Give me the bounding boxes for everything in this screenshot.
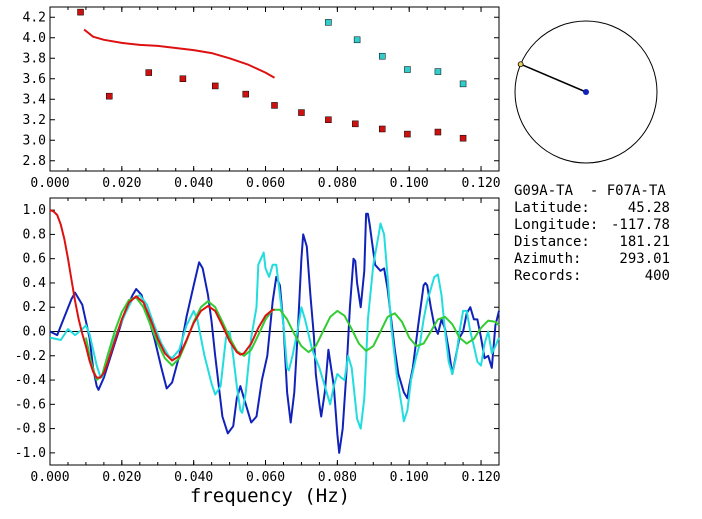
x-tick-label: 0.120 — [461, 470, 500, 485]
y-tick-label: 3.8 — [23, 51, 46, 66]
top-x-axis: 0.000 0.020 0.040 0.060 0.080 0.100 0.120 — [30, 7, 501, 191]
y-tick-label: 1.0 — [23, 203, 46, 218]
series-line — [49, 209, 275, 379]
data-point — [271, 102, 278, 109]
azimuth-map-inset — [514, 20, 658, 164]
info-label: Records: — [514, 268, 582, 284]
data-point — [325, 116, 332, 123]
data-point — [145, 69, 153, 76]
series-line — [49, 212, 500, 454]
data-point — [242, 90, 250, 98]
x-tick-label: 0.020 — [102, 470, 141, 485]
series-line — [83, 28, 275, 79]
y-tick-label: 4.0 — [23, 31, 46, 46]
bottom-y-axis: 1.0 0.8 0.6 0.4 0.2 0.0 -0.2 -0.4 -0.6 -0.8 -1.0 — [15, 203, 499, 461]
y-tick-label: 3.6 — [23, 72, 46, 87]
y-tick-label: 2.8 — [23, 154, 46, 169]
data-point — [298, 109, 305, 116]
info-row-records: Records: 400 — [514, 268, 700, 285]
y-tick-label: 3.0 — [23, 133, 46, 148]
x-tick-label: 0.100 — [390, 470, 429, 485]
x-tick-label: 0.100 — [390, 176, 429, 191]
x-tick-label: 0.020 — [102, 176, 141, 191]
info-label: Latitude: — [514, 200, 590, 216]
station-info-panel: G09A-TA - F07A-TA Latitude: 45.28 Longitu… — [514, 183, 700, 285]
x-tick-label: 0.080 — [318, 470, 357, 485]
x-tick-label: 0.060 — [246, 470, 285, 485]
info-row-distance: Distance: 181.21 — [514, 234, 700, 251]
data-point — [325, 19, 332, 26]
x-tick-label: 0.040 — [174, 470, 213, 485]
y-tick-label: -0.4 — [15, 373, 46, 388]
data-point — [379, 52, 386, 60]
x-tick-label: 0.000 — [30, 176, 69, 191]
data-point — [404, 130, 411, 138]
top-plot-area — [77, 8, 467, 142]
station-marker — [583, 89, 589, 95]
series-line — [84, 296, 500, 381]
map-circle — [514, 20, 658, 164]
y-tick-label: -0.2 — [15, 349, 46, 364]
x-tick-label: 0.040 — [174, 176, 213, 191]
info-row-longitude: Longitude: -117.78 — [514, 217, 700, 234]
info-value: 293.01 — [619, 251, 670, 267]
y-tick-label: 0.0 — [23, 325, 46, 340]
bottom-x-axis: 0.000 0.020 0.040 0.060 0.080 0.100 0.120 — [30, 198, 501, 485]
y-tick-label: 0.4 — [23, 276, 47, 291]
great-circle-path — [520, 63, 587, 93]
data-point — [352, 120, 359, 128]
y-tick-label: -0.6 — [15, 397, 46, 412]
y-tick-label: -1.0 — [15, 446, 46, 461]
data-point — [434, 68, 442, 75]
data-point — [434, 128, 442, 136]
x-tick-label: 0.060 — [246, 176, 285, 191]
dispersion-panel: 0.000 0.020 0.040 0.060 0.080 0.100 0.120 4.24… — [23, 6, 501, 191]
y-tick-label: 0.6 — [23, 252, 46, 267]
info-row-latitude: Latitude: 45.28 — [514, 200, 700, 217]
info-value: 181.21 — [619, 234, 670, 250]
y-tick-label: 3.2 — [23, 113, 46, 128]
station-pair-title: G09A-TA - F07A-TA — [514, 183, 666, 199]
far-station-marker — [517, 61, 524, 68]
data-point — [179, 75, 187, 82]
info-label: Azimuth: — [514, 251, 582, 267]
series-line — [49, 222, 500, 430]
data-point — [77, 8, 84, 16]
data-point — [211, 82, 219, 90]
x-tick-label: 0.000 — [30, 470, 69, 485]
data-point — [106, 92, 113, 100]
data-point — [353, 36, 361, 44]
y-tick-label: 4.2 — [23, 10, 46, 25]
y-tick-label: 0.2 — [23, 300, 46, 315]
bottom-plot-area — [49, 209, 500, 454]
info-label: Longitude: — [514, 217, 599, 233]
info-value: 400 — [644, 268, 670, 284]
x-tick-label: 0.120 — [461, 176, 500, 191]
x-axis-title: frequency (Hz) — [190, 485, 350, 507]
data-point — [379, 125, 386, 133]
y-tick-label: -0.8 — [15, 422, 46, 437]
x-tick-label: 0.080 — [318, 176, 357, 191]
info-row-azimuth: Azimuth: 293.01 — [514, 251, 700, 268]
top-plot-frame — [49, 6, 500, 172]
correlation-panel: 0.000 0.020 0.040 0.060 0.080 0.100 0.120 1.00… — [15, 197, 501, 507]
data-point — [404, 66, 411, 73]
info-label: Distance: — [514, 234, 590, 250]
top-y-axis: 4.2 4.0 3.8 3.6 3.4 3.2 3.0 2.8 — [23, 10, 499, 169]
info-value: -117.78 — [610, 217, 670, 233]
y-tick-label: 3.4 — [23, 92, 47, 107]
data-point — [459, 134, 467, 142]
info-value: 45.28 — [627, 200, 670, 216]
y-tick-label: 0.8 — [23, 227, 46, 242]
data-point — [459, 80, 467, 88]
